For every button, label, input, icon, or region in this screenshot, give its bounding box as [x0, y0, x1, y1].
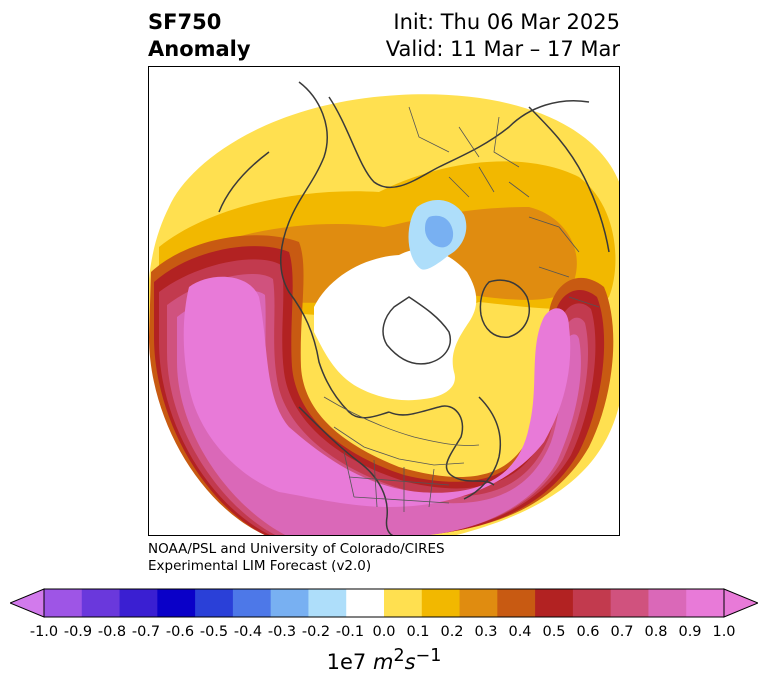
colorbar-cell [610, 589, 649, 617]
credit-block: NOAA/PSL and University of Colorado/CIRE… [148, 541, 445, 575]
units-m: m [372, 650, 394, 674]
title-block-left: SF750 Anomaly [148, 9, 251, 63]
colorbar-tick-labels: -1.0 -0.9 -0.8 -0.7 -0.6 -0.5 -0.4 -0.3 -0.2 -0.1… [0, 624, 768, 644]
colorbar-cell [119, 589, 158, 617]
colorbar-tick-label: 0.7 [610, 624, 634, 640]
pacific-max-0.9 [183, 276, 571, 507]
units-sup-neg1: −1 [415, 646, 442, 666]
colorbar-cell [421, 589, 461, 617]
valid-range: Valid: 11 Mar – 17 Mar [385, 37, 620, 61]
credit-line-2: Experimental LIM Forecast (v2.0) [148, 558, 372, 574]
colorbar-cell [44, 589, 83, 617]
field-name: SF750 [148, 10, 222, 34]
units-prefix: 1e7 [326, 650, 373, 674]
field-type: Anomaly [148, 37, 251, 61]
colorbar-tick-label: -0.1 [335, 624, 365, 640]
colorbar-cell [459, 589, 498, 617]
colorbar-cell [346, 589, 385, 617]
central-neutral-region [314, 249, 477, 401]
colorbar-tick-label: -1.0 [29, 624, 59, 640]
colorbar-tick-label: 0.9 [678, 624, 702, 640]
colorbar-under-arrow [10, 588, 45, 618]
colorbar-tick-label: 0.8 [644, 624, 668, 640]
units-sup-2: 2 [393, 646, 405, 666]
colorbar-tick-label: -0.7 [131, 624, 161, 640]
colorbar-cell [384, 589, 423, 617]
colorbar-cell [572, 589, 612, 617]
credit-line-1: NOAA/PSL and University of Colorado/CIRE… [148, 541, 445, 557]
colorbar-units: 1e7 m2s−1 [0, 646, 768, 674]
anomaly-field [149, 94, 619, 535]
colorbar-tick-label: 0.4 [508, 624, 532, 640]
colorbar-cell [308, 589, 347, 617]
colorbar-tick-label: 0.3 [474, 624, 498, 640]
colorbar-cell [81, 589, 121, 617]
map-panel [148, 66, 620, 536]
init-date: Init: Thu 06 Mar 2025 [393, 10, 620, 34]
colorbar-cell [535, 589, 574, 617]
colorbar-tick-label: 0.0 [372, 624, 396, 640]
colorbar-cell [497, 589, 536, 617]
coastlines [218, 81, 610, 535]
anomaly-map [149, 81, 619, 535]
colorbar-cell [232, 589, 272, 617]
colorbar-outline [43, 588, 725, 618]
colorbar-tick-label: -0.6 [165, 624, 195, 640]
colorbar-over-arrow [723, 588, 758, 618]
colorbar-tick-label: -0.9 [63, 624, 93, 640]
colorbar-cell [270, 589, 309, 617]
title-block-right: Init: Thu 06 Mar 2025 Valid: 11 Mar – 17… [386, 9, 620, 63]
colorbar-tick-label: 0.5 [542, 624, 566, 640]
colorbar-tick-label: 0.2 [440, 624, 464, 640]
colorbar-cell [195, 589, 234, 617]
colorbar-tick-label: -0.5 [199, 624, 229, 640]
colorbar-tick-label: -0.2 [301, 624, 331, 640]
negative-anomaly-core [425, 215, 454, 248]
political-borders [323, 106, 600, 512]
colorbar-cell [648, 589, 687, 617]
colorbar-cells [44, 589, 725, 617]
colorbar-tick-label: 0.6 [576, 624, 600, 640]
colorbar-tick-label: -0.3 [267, 624, 297, 640]
colorbar-cell [157, 589, 196, 617]
units-s: s [404, 650, 416, 674]
colorbar-tick-label: -0.8 [97, 624, 127, 640]
colorbar-tick-label: 1.0 [712, 624, 736, 640]
colorbar-tick-label: 0.1 [406, 624, 430, 640]
colorbar-tick-label: -0.4 [233, 624, 263, 640]
colorbar-cell [686, 589, 725, 617]
colorbar [10, 588, 758, 618]
